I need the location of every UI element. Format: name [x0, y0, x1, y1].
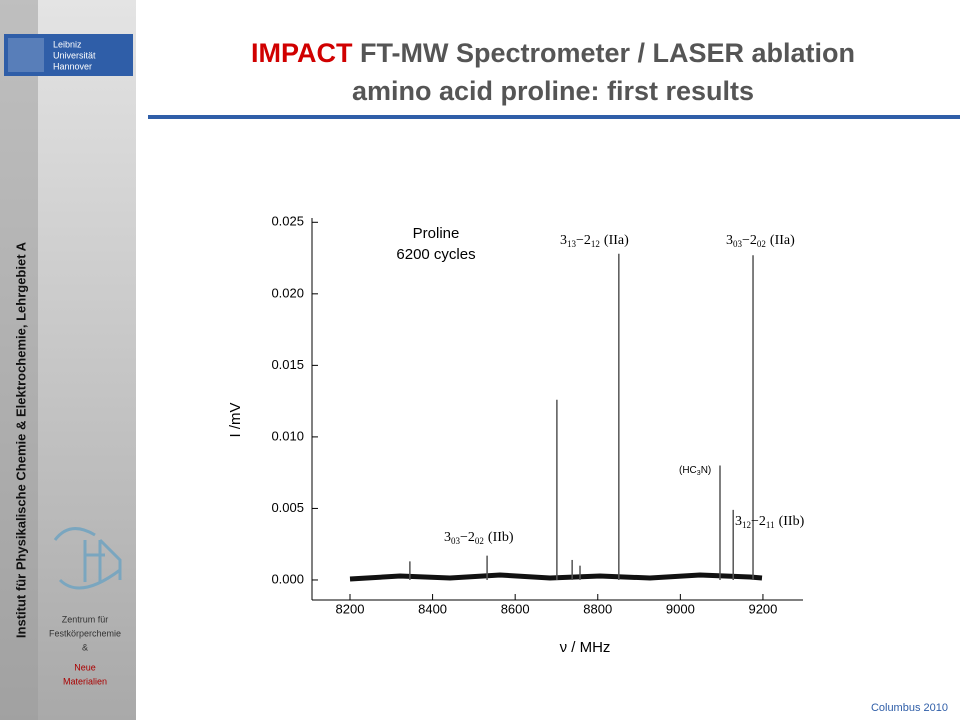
- k: 02: [475, 536, 484, 546]
- y-tick-label: 0.025: [271, 214, 304, 229]
- j: −2: [576, 233, 591, 248]
- logo-text: Universität: [53, 50, 96, 60]
- peak-label: 313−212 (IIa): [560, 233, 629, 249]
- note: 6200 cycles: [396, 246, 475, 263]
- k: 02: [757, 239, 766, 249]
- center-text: Materialien: [63, 676, 107, 686]
- sym: (IIa): [604, 233, 629, 248]
- species: N): [701, 465, 712, 476]
- noise-baseline: [349, 572, 763, 582]
- logo-text: Leibniz: [53, 39, 82, 49]
- j: −2: [460, 530, 475, 545]
- logo-text: Hannover: [53, 61, 92, 71]
- x-tick-label: 9200: [748, 601, 777, 616]
- k: 13: [567, 239, 577, 249]
- title-highlight: IMPACT: [251, 38, 353, 68]
- x-tick-label: 8800: [583, 601, 612, 616]
- species: (HC: [679, 465, 697, 476]
- j: 3: [560, 233, 567, 248]
- j: 3: [444, 530, 451, 545]
- k: 12: [591, 239, 600, 249]
- species-sub: 3: [697, 470, 701, 477]
- institute: Institut für Physikalische Chemie & Elek…: [13, 241, 28, 638]
- title-line2: amino acid proline: first results: [352, 76, 754, 106]
- sym: (IIa): [770, 233, 795, 248]
- y-axis-label: I /mV: [227, 402, 244, 437]
- logo-mark: [8, 38, 44, 72]
- center-text: Festkörperchemie: [49, 628, 121, 638]
- center-text: Neue: [74, 662, 96, 672]
- x-tick-label: 8600: [501, 601, 530, 616]
- y-tick-label: 0.015: [271, 357, 304, 372]
- title-rest: FT-MW Spectrometer / LASER ablation: [360, 38, 855, 68]
- x-tick-label: 8400: [418, 601, 447, 616]
- k: 12: [742, 520, 751, 530]
- peak-label: 303−202 (IIb): [444, 530, 514, 546]
- x-axis-label: ν / MHz: [560, 639, 611, 656]
- k: 03: [451, 536, 461, 546]
- center-text: Zentrum für: [62, 614, 109, 624]
- sidebar-strip: [0, 0, 38, 720]
- species-label: (HC3N): [679, 465, 711, 477]
- j: −2: [742, 233, 757, 248]
- k: 03: [733, 239, 743, 249]
- sym: (IIb): [779, 514, 805, 529]
- peak-label: 312−211 (IIb): [735, 514, 805, 530]
- j: 3: [726, 233, 733, 248]
- logo: [4, 34, 133, 76]
- j: −2: [751, 514, 766, 529]
- y-tick-label: 0.005: [271, 500, 304, 515]
- k: 11: [766, 520, 775, 530]
- y-tick-label: 0.020: [271, 285, 304, 300]
- zfm-logo: [53, 527, 122, 590]
- peak-label: 303−202 (IIa): [726, 233, 795, 249]
- x-tick-label: 9000: [666, 601, 695, 616]
- title: IMPACT FT-MW Spectrometer / LASER ablati…: [251, 38, 855, 68]
- y-tick-label: 0.010: [271, 428, 304, 443]
- center-text: &: [82, 642, 88, 652]
- sym: (IIb): [488, 530, 514, 545]
- x-tick-label: 8200: [336, 601, 365, 616]
- j: 3: [735, 514, 742, 529]
- footer: Columbus 2010: [871, 702, 948, 714]
- note: Proline: [413, 225, 460, 242]
- y-tick-label: 0.000: [271, 571, 304, 586]
